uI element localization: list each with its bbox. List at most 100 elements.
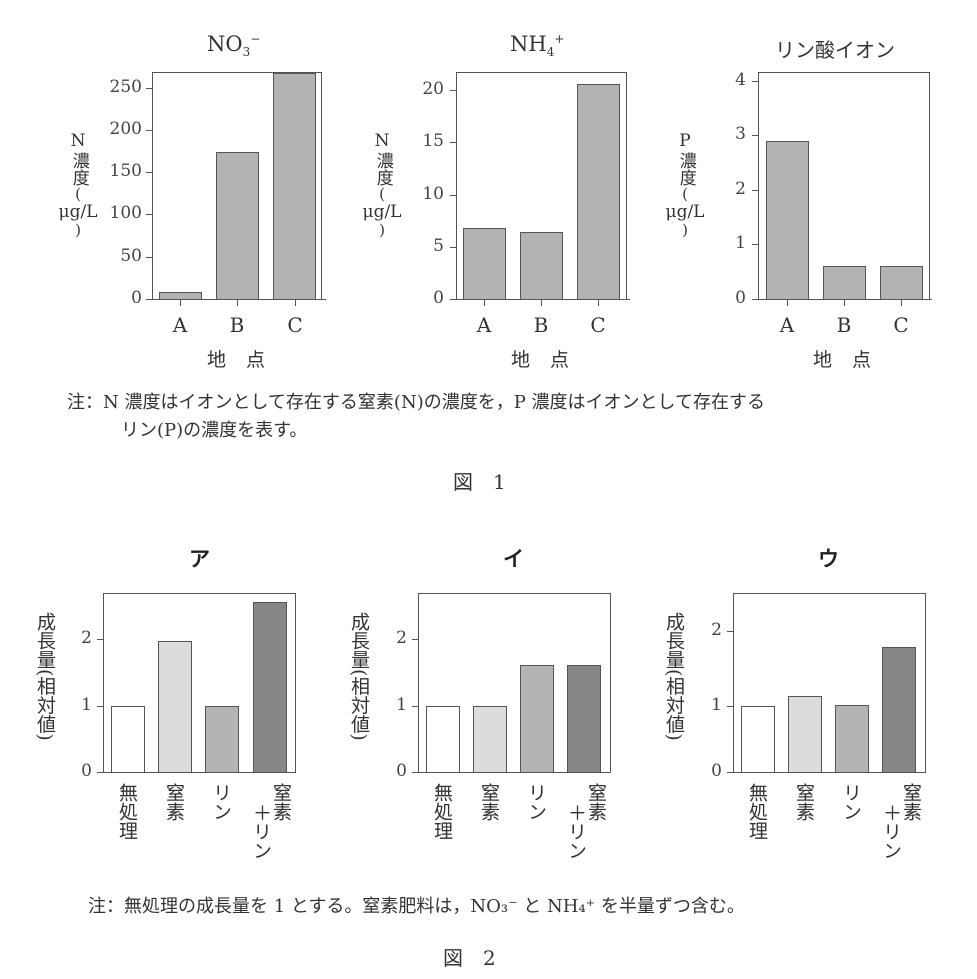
x-axis — [450, 299, 630, 300]
y-tick-label: 1 — [735, 233, 746, 253]
bar-nitrogen — [158, 641, 192, 772]
x-category-label: C — [893, 313, 909, 337]
ylabel-unit: μg/L — [58, 201, 98, 222]
x-category-label: 窒素 — [162, 783, 185, 821]
ylabel-element: P — [679, 131, 691, 151]
x-category-label: 無処理 — [745, 783, 768, 840]
x-category-label: B — [836, 313, 852, 337]
y-tick-label: 2 — [81, 628, 92, 648]
bar-nitrogen-phosphorus — [882, 647, 916, 772]
y-tick-label: 0 — [711, 761, 722, 781]
x-axis — [727, 772, 926, 773]
plot-frame — [103, 593, 296, 773]
x-category-label: C — [590, 313, 606, 337]
x-category-label: リン — [839, 783, 862, 821]
x-category-label: ＋リン — [879, 803, 902, 860]
note-line: 注：N 濃度はイオンとして存在する窒素(N)の濃度を，P 濃度はイオンとして存在… — [67, 392, 766, 413]
x-category-label: リン — [524, 783, 547, 821]
bar-no-treatment — [741, 706, 775, 772]
chart-title: ア — [189, 547, 210, 571]
bar-nitrogen-phosphorus — [253, 602, 287, 772]
x-category-label: ＋リン — [249, 803, 272, 860]
x-category-label: 窒素 — [584, 783, 607, 821]
figure-1-note: 注：N 濃度はイオンとして存在する窒素(N)の濃度を，P 濃度はイオンとして存在… — [67, 389, 765, 445]
figure-2-note: 注：無処理の成長量を 1 とする。窒素肥料は，NO₃⁻ と NH₄⁺ を半量ずつ… — [88, 896, 745, 917]
plot-frame — [456, 72, 627, 300]
x-category-label: ＋リン — [564, 803, 587, 860]
title-text: NO — [207, 32, 243, 56]
bar-nitrogen — [788, 696, 822, 772]
figure-1-caption: 図 1 — [453, 470, 506, 494]
figure-2-caption: 図 2 — [443, 946, 496, 970]
y-tick-label: 150 — [109, 161, 142, 181]
note-line: リン(P)の濃度を表す。 — [121, 419, 308, 441]
x-category-label: 窒素 — [792, 783, 815, 821]
chart-title: イ — [503, 547, 524, 571]
bar-phosphorus — [205, 706, 239, 772]
bar-a — [766, 141, 809, 299]
x-axis — [752, 299, 932, 300]
y-tick-label: 4 — [735, 70, 746, 90]
ylabel-unit: μg/L — [665, 201, 705, 222]
x-axis — [97, 772, 296, 773]
y-tick-label: 0 — [433, 288, 444, 308]
x-axis-label: 地点 — [511, 349, 590, 371]
x-category-label: B — [533, 313, 549, 337]
ylabel-element: N — [70, 131, 86, 151]
x-category-label: 窒素 — [269, 783, 292, 821]
title-superscript: − — [250, 32, 261, 46]
x-category-label: B — [229, 313, 245, 337]
y-tick-label: 200 — [109, 119, 142, 139]
y-axis-label: 成長量(相対値) — [663, 612, 685, 741]
x-axis-label: 地点 — [207, 349, 286, 371]
y-axis-label: N 濃度 ( μg/L ) — [360, 131, 404, 240]
y-tick-label: 5 — [433, 236, 444, 256]
ylabel-measure: 濃度 — [675, 151, 696, 186]
bar-nitrogen-phosphorus — [567, 665, 601, 772]
x-category-label: A — [172, 313, 188, 337]
chart-title: ウ — [818, 547, 839, 571]
y-tick-label: 15 — [422, 131, 444, 151]
x-axis — [146, 299, 326, 300]
y-tick-label: 100 — [109, 203, 142, 223]
x-category-label: 無処理 — [115, 783, 138, 840]
x-category-label: C — [287, 313, 303, 337]
y-tick-label: 1 — [711, 695, 722, 715]
y-tick-label: 1 — [396, 695, 407, 715]
y-axis-label: 成長量(相対値) — [348, 612, 370, 741]
y-tick-label: 0 — [396, 761, 407, 781]
x-category-label: A — [476, 313, 492, 337]
x-category-label: リン — [209, 783, 232, 821]
bar-phosphorus — [835, 705, 869, 772]
plot-frame — [418, 593, 611, 773]
y-tick-label: 2 — [735, 179, 746, 199]
x-category-label: 無処理 — [430, 783, 453, 840]
x-category-label: 窒素 — [899, 783, 922, 821]
y-tick-label: 0 — [735, 288, 746, 308]
y-axis-label: P 濃度 ( μg/L ) — [663, 131, 707, 240]
ylabel-element: N — [374, 131, 390, 151]
y-tick-label: 20 — [422, 79, 444, 99]
title-subscript: 3 — [242, 45, 251, 60]
y-tick-label: 2 — [396, 628, 407, 648]
y-tick-label: 0 — [131, 288, 142, 308]
title-subscript: 4 — [546, 45, 555, 60]
ylabel-measure: 濃度 — [372, 151, 393, 186]
title-text: リン酸イオン — [775, 38, 895, 62]
bar-c — [577, 84, 620, 299]
y-tick-label: 3 — [735, 124, 746, 144]
plot-frame — [758, 72, 930, 300]
x-axis — [412, 772, 611, 773]
bar-b — [216, 152, 259, 299]
chart-title: NO3− — [207, 32, 260, 59]
y-tick-label: 1 — [81, 695, 92, 715]
y-tick-label: 250 — [109, 77, 142, 97]
y-tick-label: 2 — [711, 620, 722, 640]
bar-no-treatment — [111, 706, 145, 772]
bar-b — [823, 266, 866, 299]
bar-nitrogen — [473, 706, 507, 772]
plot-frame — [733, 593, 926, 773]
bar-phosphorus — [520, 665, 554, 772]
bar-c — [273, 73, 316, 299]
y-tick-label: 0 — [81, 761, 92, 781]
